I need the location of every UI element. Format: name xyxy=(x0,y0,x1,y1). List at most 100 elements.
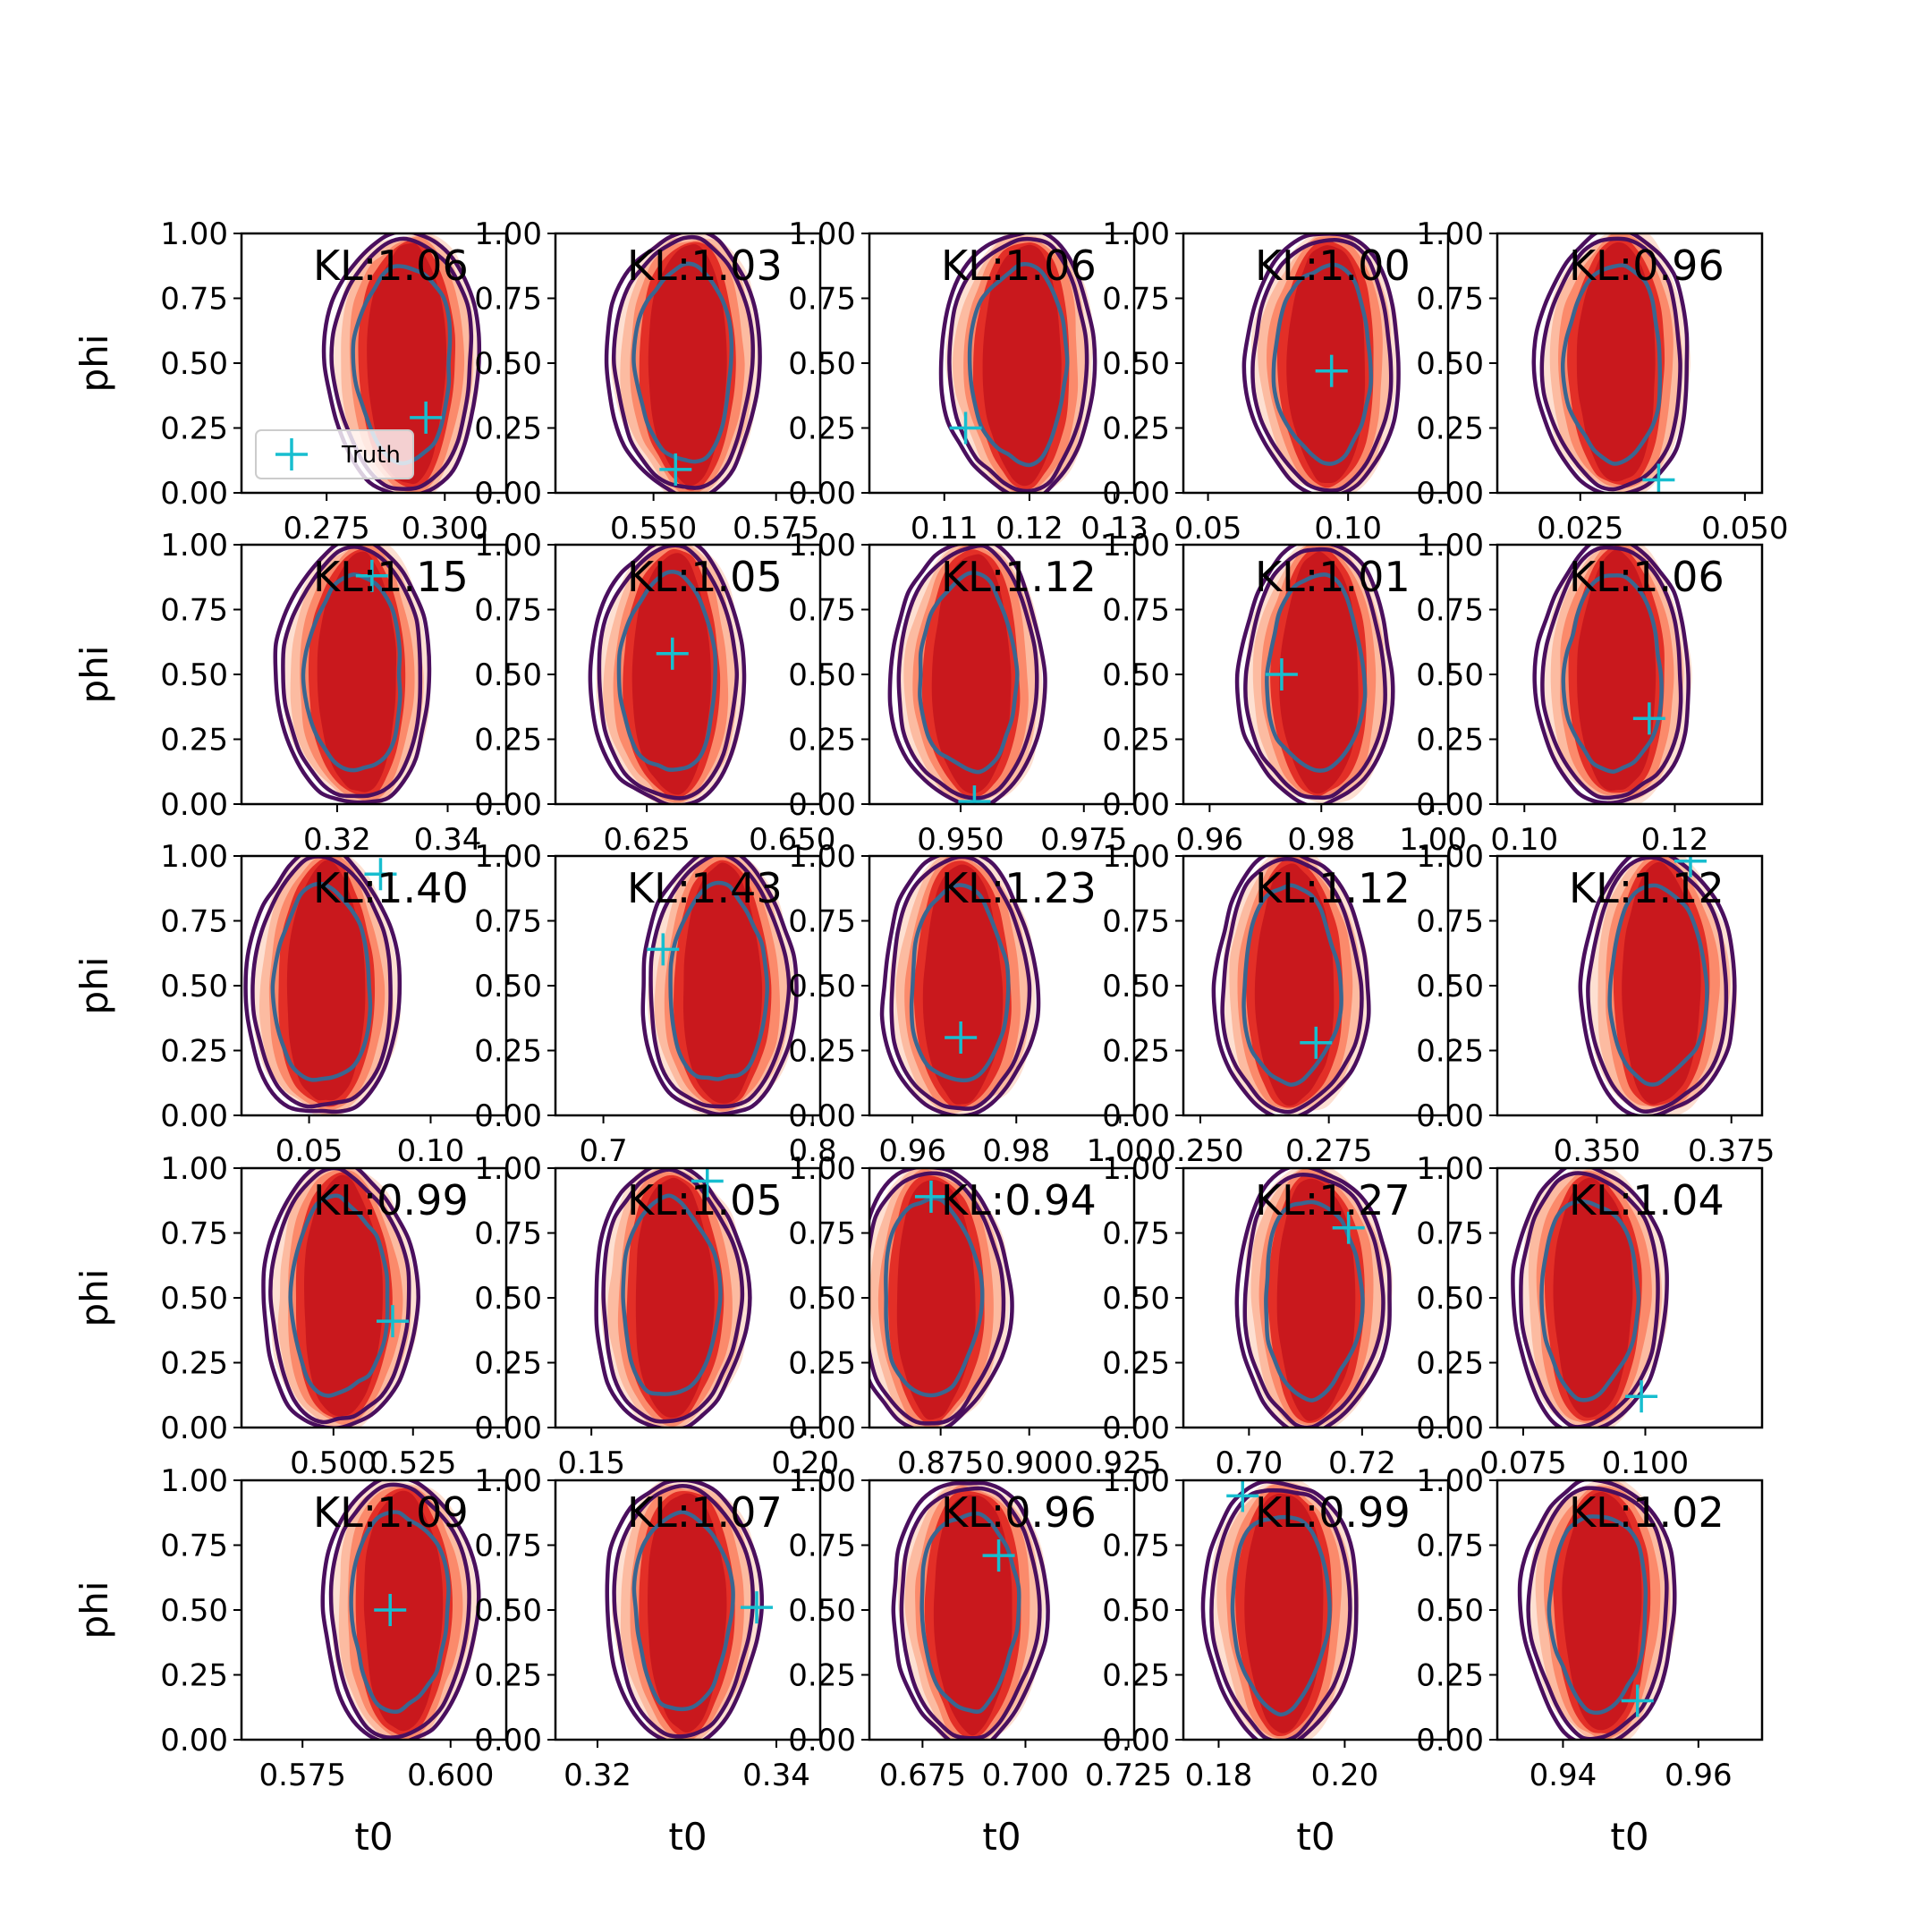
panel-7: 0.00 0.25 0.50 0.75 1.00 0.625 0.650 KL:1.05 xyxy=(474,528,835,858)
kl-label: KL:1.05 xyxy=(627,1176,783,1224)
y-tick-label: 0.50 xyxy=(474,657,542,693)
contour-outer xyxy=(243,856,402,1114)
contour-outer xyxy=(1234,545,1395,804)
kl-label: KL:1.43 xyxy=(627,864,783,912)
truth-marker xyxy=(741,1591,773,1624)
legend-truth-marker xyxy=(275,438,308,470)
y-axis-label: phi xyxy=(72,957,116,1015)
contour-middle xyxy=(648,856,792,1109)
y-tick-label: 0.00 xyxy=(474,787,542,823)
density-plot xyxy=(938,233,1097,493)
contour-middle xyxy=(612,1484,755,1739)
density-plot xyxy=(1531,233,1691,493)
x-tick-label: 0.7 xyxy=(580,1133,628,1169)
y-axis-label: phi xyxy=(72,1581,116,1640)
contour-inner xyxy=(621,1193,723,1396)
contour-outer xyxy=(273,545,432,804)
y-tick-label: 0.50 xyxy=(474,1281,542,1317)
truth-marker xyxy=(1265,658,1298,691)
y-tick-label: 0.75 xyxy=(788,904,856,940)
kl-label: KL:0.96 xyxy=(941,1488,1097,1537)
x-tick-label: 0.050 xyxy=(1701,511,1788,547)
x-tick-label: 0.350 xyxy=(1554,1133,1640,1169)
x-tick-label: 0.34 xyxy=(414,822,482,858)
contour-outer xyxy=(604,233,762,493)
contour-outer xyxy=(1211,856,1371,1115)
y-tick-label: 0.00 xyxy=(788,1723,856,1758)
y-tick-label: 0.00 xyxy=(1416,1723,1484,1758)
truth-marker xyxy=(1674,856,1707,877)
y-tick-label: 0.25 xyxy=(160,1658,228,1694)
kl-label: KL:1.27 xyxy=(1255,1176,1411,1224)
y-tick-label: 0.25 xyxy=(788,1034,856,1070)
y-tick-label: 0.00 xyxy=(1416,1411,1484,1446)
contour-inner xyxy=(351,264,453,466)
kl-label: KL:0.94 xyxy=(941,1176,1097,1224)
panel-13: 0.00 0.25 0.50 0.75 1.00 0.96 0.98 1.00 KL:1.23 xyxy=(788,839,1154,1169)
contour-middle xyxy=(896,545,1039,801)
panel-10: 0.00 0.25 0.50 0.75 1.00 0.10 0.12 KL:1.06 xyxy=(1416,528,1764,858)
truth-marker xyxy=(949,411,982,445)
x-tick-label: 0.98 xyxy=(982,1133,1050,1169)
panel-25: 0.00 0.25 0.50 0.75 1.00 0.94 0.96 KL:1.02 t0 xyxy=(1416,1463,1764,1859)
contour-inner xyxy=(1539,1199,1641,1402)
contour-inner xyxy=(349,1510,451,1715)
x-tick-label: 0.32 xyxy=(564,1758,631,1793)
y-tick-label: 0.00 xyxy=(1102,787,1170,823)
x-tick-label: 0.575 xyxy=(259,1758,346,1793)
x-axis-label: t0 xyxy=(982,1815,1021,1859)
contour-middle xyxy=(281,545,423,799)
panel-17: 0.00 0.25 0.50 0.75 1.00 0.15 0.20 KL:1.05 xyxy=(474,1151,839,1481)
x-tick-label: 0.72 xyxy=(1328,1445,1396,1481)
contour-outer xyxy=(1578,856,1737,1115)
y-tick-label: 0.50 xyxy=(1416,346,1484,382)
y-tick-label: 0.75 xyxy=(160,1529,228,1564)
kl-label: KL:1.06 xyxy=(1569,553,1724,601)
density-plot xyxy=(588,545,747,804)
kl-label: KL:1.03 xyxy=(627,242,783,290)
y-tick-label: 0.75 xyxy=(788,282,856,318)
kl-label: KL:0.96 xyxy=(1569,242,1724,290)
x-tick-label: 0.12 xyxy=(996,511,1063,547)
truth-marker xyxy=(958,785,991,804)
y-tick-label: 0.75 xyxy=(160,593,228,629)
x-tick-label: 0.11 xyxy=(911,511,979,547)
y-tick-label: 0.00 xyxy=(160,787,228,823)
y-tick-label: 1.00 xyxy=(160,1463,228,1499)
truth-marker xyxy=(945,1021,978,1054)
truth-marker xyxy=(1621,1684,1654,1717)
y-tick-label: 1.00 xyxy=(1102,528,1170,564)
y-tick-label: 1.00 xyxy=(474,1151,542,1187)
panel-9: 0.00 0.25 0.50 0.75 1.00 0.96 0.98 1.00 KL:1.01 xyxy=(1102,528,1467,858)
y-tick-label: 0.25 xyxy=(474,723,542,758)
y-axis-label: phi xyxy=(72,1269,116,1327)
x-tick-label: 0.98 xyxy=(1287,822,1355,858)
contour-outer xyxy=(1200,1480,1359,1740)
kl-label: KL:1.02 xyxy=(1569,1488,1724,1537)
y-tick-label: 0.50 xyxy=(1102,657,1170,693)
contour-inner xyxy=(967,261,1070,468)
x-tick-label: 0.20 xyxy=(1311,1758,1379,1793)
y-tick-label: 0.25 xyxy=(1416,411,1484,447)
contour-inner xyxy=(1561,573,1664,774)
y-tick-label: 1.00 xyxy=(1102,1151,1170,1187)
contour-middle xyxy=(601,1168,745,1424)
panel-5: 0.00 0.25 0.50 0.75 1.00 0.025 0.050 KL:0.96 xyxy=(1416,216,1788,547)
y-tick-label: 0.75 xyxy=(1102,1529,1170,1564)
contour-inner xyxy=(1271,262,1374,466)
y-tick-label: 0.00 xyxy=(1102,1098,1170,1134)
contour-inner xyxy=(1264,1199,1365,1402)
y-tick-label: 0.75 xyxy=(1416,593,1484,629)
x-tick-label: 0.600 xyxy=(407,1758,494,1793)
y-tick-label: 0.25 xyxy=(1416,1034,1484,1070)
y-tick-label: 0.50 xyxy=(1102,969,1170,1004)
y-tick-label: 1.00 xyxy=(1416,216,1484,252)
kl-label: KL:1.00 xyxy=(1255,242,1411,290)
y-tick-label: 0.25 xyxy=(1102,723,1170,758)
contour-middle xyxy=(1539,236,1682,492)
x-tick-label: 0.675 xyxy=(879,1758,966,1793)
contour-middle xyxy=(1209,1487,1352,1740)
x-tick-label: 0.32 xyxy=(303,822,371,858)
